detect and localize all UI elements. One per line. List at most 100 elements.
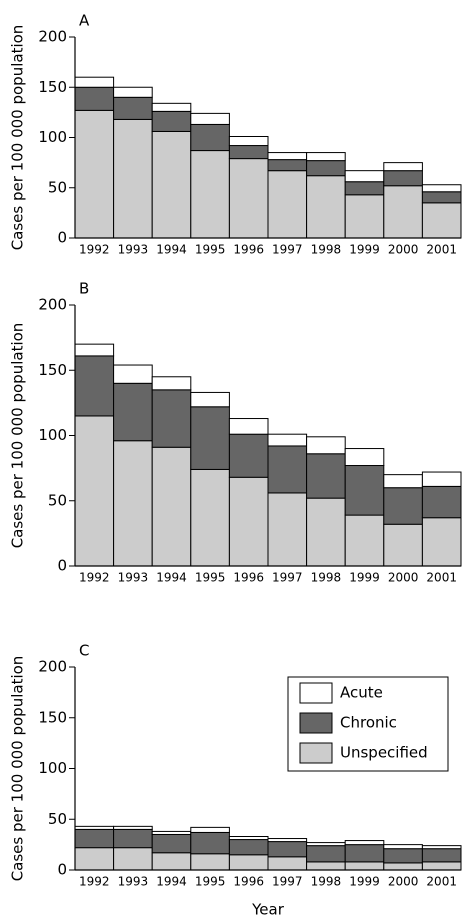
y-tick-label: 0 (57, 229, 67, 247)
bar-segment (113, 118, 153, 239)
bar-segment (344, 181, 385, 196)
legend-swatch (299, 682, 333, 704)
x-tick-label: 1995 (195, 875, 226, 889)
bar-segment (306, 152, 346, 162)
bar-segment (421, 845, 462, 850)
bar-segment (306, 861, 346, 871)
bar-segment (421, 471, 462, 487)
bar-segment (306, 842, 346, 847)
bar-segment (383, 844, 423, 850)
bar-segment (228, 145, 269, 160)
x-tick-label: 1996 (233, 571, 264, 585)
bar-segment (421, 517, 462, 567)
x-tick-label: 1997 (272, 243, 303, 257)
bar-segment (74, 828, 115, 849)
bar-segment (74, 355, 115, 417)
bar-segment (113, 440, 153, 567)
bar-segment (190, 391, 230, 408)
y-axis-label: Cases per 100 000 population (9, 656, 27, 882)
bar-segment (113, 96, 153, 120)
bar-segment (74, 109, 115, 239)
bar-segment (151, 110, 192, 132)
bar-segment (344, 465, 385, 516)
bar-segment (383, 185, 423, 239)
y-tick-label: 0 (57, 557, 67, 575)
x-tick-label: 1993 (118, 875, 149, 889)
x-tick-label: 1994 (156, 875, 187, 889)
bar-segment (421, 848, 462, 863)
bar-segment (383, 487, 423, 525)
x-tick-label: 2001 (426, 571, 457, 585)
x-axis-label: Year (251, 901, 285, 919)
bar-segment (151, 833, 192, 854)
y-tick-label: 50 (48, 178, 67, 196)
legend-label: Unspecified (340, 744, 428, 762)
bar-segment (74, 343, 115, 357)
bar-segment (383, 862, 423, 871)
y-tick-label: 200 (38, 296, 67, 314)
legend-label: Chronic (340, 714, 397, 732)
y-tick-label: 50 (48, 810, 67, 828)
bar-segment (190, 826, 230, 833)
y-axis-label: Cases per 100 000 population (9, 323, 27, 549)
bar-segment (267, 841, 308, 858)
bar-segment (421, 184, 462, 193)
bar-segment (421, 191, 462, 204)
bar-segment (267, 492, 308, 567)
bar-segment (344, 840, 385, 846)
bar-segment (421, 861, 462, 871)
panel-label: A (79, 12, 90, 30)
bar-segment (344, 194, 385, 239)
y-tick-label: 150 (38, 361, 67, 379)
bar-segment (228, 836, 269, 841)
bar-segment (151, 830, 192, 835)
y-tick-label: 150 (38, 708, 67, 726)
bar-segment (344, 170, 385, 183)
panel-label: C (79, 642, 89, 660)
bar-segment (306, 436, 346, 455)
bar-segment (306, 497, 346, 567)
x-tick-label: 1993 (118, 571, 149, 585)
bar-segment (190, 112, 230, 125)
x-tick-label: 1999 (349, 875, 380, 889)
x-tick-label: 1994 (156, 243, 187, 257)
bar-segment (383, 162, 423, 172)
y-tick-label: 50 (48, 491, 67, 509)
bar-segment (151, 852, 192, 871)
x-tick-label: 2000 (388, 875, 419, 889)
bar-segment (383, 848, 423, 864)
bar-segment (190, 150, 230, 239)
bar-segment (151, 446, 192, 567)
x-tick-label: 2001 (426, 243, 457, 257)
bar-segment (190, 468, 230, 567)
x-tick-label: 1998 (311, 571, 342, 585)
bar-segment (228, 135, 269, 147)
bar-segment (267, 152, 308, 161)
bar-segment (383, 170, 423, 187)
bar-segment (113, 847, 153, 871)
bar-segment (151, 389, 192, 448)
bar-segment (228, 158, 269, 239)
x-tick-label: 1992 (79, 875, 110, 889)
bar-segment (228, 433, 269, 478)
bar-segment (151, 376, 192, 391)
x-tick-label: 1995 (195, 571, 226, 585)
bar-segment (151, 130, 192, 239)
bar-segment (74, 76, 115, 88)
x-tick-label: 1997 (272, 571, 303, 585)
bar-segment (113, 86, 153, 98)
bar-segment (344, 861, 385, 871)
x-tick-label: 1999 (349, 243, 380, 257)
x-tick-label: 1995 (195, 243, 226, 257)
legend-swatch (299, 712, 333, 734)
bar-segment (74, 415, 115, 567)
y-tick-label: 100 (38, 759, 67, 777)
bar-segment (228, 839, 269, 856)
bar-segment (267, 838, 308, 843)
bar-segment (113, 825, 153, 830)
bar-segment (306, 453, 346, 499)
y-tick-label: 0 (57, 861, 67, 879)
y-tick-label: 200 (38, 658, 67, 676)
bar-segment (151, 102, 192, 112)
legend-label: Acute (340, 684, 383, 702)
